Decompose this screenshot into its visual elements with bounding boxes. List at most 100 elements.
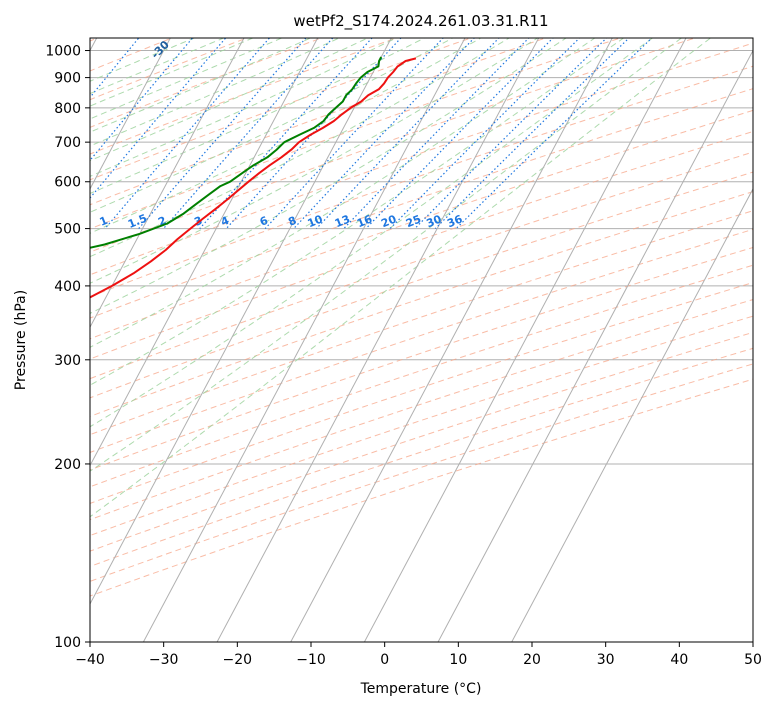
mixing-ratio-label: 25: [404, 212, 423, 230]
isotherm: [90, 38, 319, 467]
y-tick-label: 100: [54, 635, 81, 651]
dry-adiabat: [90, 151, 753, 380]
dry-adiabat: [90, 246, 753, 471]
mixing-ratio-line: [455, 38, 653, 230]
x-tick-label: −10: [296, 652, 326, 668]
dry-adiabat: [90, 38, 249, 101]
dry-adiabat: [90, 228, 753, 453]
dry-adiabat: [90, 210, 753, 436]
x-tick-label: −40: [75, 652, 105, 668]
isotherm: [90, 38, 171, 190]
dry-adiabat: [90, 282, 753, 504]
profiles: [90, 56, 417, 299]
mixing-ratio-label: 6: [258, 214, 270, 229]
dry-adiabat: [90, 378, 753, 597]
y-tick-label: 800: [54, 101, 81, 117]
moist-adiabat: [90, 38, 654, 428]
mixing-ratio-label: 10: [306, 212, 325, 230]
mixing-ratio-line: [225, 38, 402, 230]
mixing-ratio-line: [104, 38, 271, 229]
y-tick-label: 1000: [45, 44, 81, 60]
dry-adiabat: [90, 38, 697, 253]
mixing-ratio-label: 1: [98, 214, 110, 229]
y-tick-label: 200: [54, 457, 81, 473]
mixing-ratio-line: [163, 38, 334, 229]
isotherm: [363, 38, 687, 642]
background-lines: [90, 38, 753, 642]
dry-adiabat: [90, 109, 753, 340]
mixing-ratio-label: 4: [219, 214, 231, 229]
dry-adiabat: [90, 347, 753, 567]
x-tick-label: 0: [380, 652, 389, 668]
dry-adiabat: [90, 38, 548, 206]
temperature-profile: [90, 57, 417, 299]
mixing-ratio-line: [343, 38, 530, 230]
y-tick-label: 700: [54, 135, 81, 151]
moist-adiabat: [90, 38, 683, 472]
isotherm: [216, 38, 540, 642]
mixing-ratio-line: [264, 38, 444, 230]
moist-adiabat: [90, 38, 625, 386]
mixing-ratio-label: 0.4: [21, 212, 44, 231]
plot-frame: [89, 37, 754, 643]
isotherm: [90, 38, 392, 605]
line-labels: 0.10.20.40.611.52346810131620253036-100-…: [21, 38, 465, 231]
y-tick-label: 400: [54, 279, 81, 295]
isotherm: [90, 38, 245, 329]
moist-adiabat: [90, 38, 482, 234]
dry-adiabat: [90, 38, 473, 181]
dry-adiabat: [90, 42, 753, 276]
x-tick-label: −30: [149, 652, 179, 668]
y-tick-label: 900: [54, 71, 81, 87]
chart-title: wetPf2_S174.2024.261.03.31.R11: [293, 12, 548, 31]
isotherm: [142, 38, 466, 642]
x-tick-label: 30: [597, 652, 615, 668]
moist-adiabat: [90, 38, 539, 284]
dry-adiabat: [90, 171, 753, 399]
moist-adiabat: [90, 38, 341, 147]
mixing-ratio-label: 20: [379, 212, 398, 230]
x-axis: −40 −30 −20 −10 0 10 20 30 40 50: [75, 642, 762, 668]
mixing-ratio-line: [138, 38, 307, 229]
moist-adiabat: [90, 38, 568, 314]
dry-adiabat: [90, 363, 753, 582]
mixing-ratio-line: [414, 38, 608, 230]
x-tick-label: −20: [223, 652, 253, 668]
moist-adiabat: [90, 38, 596, 348]
isotherm: [511, 187, 753, 642]
dry-adiabat: [90, 191, 753, 417]
x-tick-label: 20: [523, 652, 541, 668]
isotherm: [290, 38, 613, 642]
dry-adiabat: [90, 264, 753, 488]
mixing-ratio-line: [90, 38, 227, 199]
dewpoint-profile: [90, 56, 383, 249]
x-tick-label: 40: [670, 652, 688, 668]
mixing-ratio-line: [293, 38, 476, 230]
dry-adiabat: [90, 315, 753, 537]
isotherm-label: -40: [30, 122, 53, 145]
mixing-ratio-line: [365, 38, 554, 230]
y-tick-label: 500: [54, 222, 81, 238]
isotherm: [437, 49, 753, 642]
mixing-ratio-line: [389, 38, 581, 230]
moist-adiabat: [90, 38, 225, 95]
moist-adiabat: [90, 38, 454, 213]
moist-adiabat: [90, 38, 196, 82]
mixing-ratio-line: [315, 38, 500, 230]
dry-adiabat: [90, 331, 753, 552]
mixing-ratio-line: [199, 38, 373, 229]
mixing-ratio-label: 30: [424, 212, 443, 230]
y-axis: 1000 900 800 700 600 500 400 300 200 100: [45, 44, 90, 651]
x-tick-label: 10: [449, 652, 467, 668]
mixing-ratio-label: 8: [286, 214, 298, 229]
moist-adiabat: [90, 38, 369, 162]
dry-adiabat: [90, 38, 398, 155]
mixing-ratio-label: 16: [355, 212, 374, 230]
moist-adiabat: [90, 38, 511, 258]
dry-adiabat: [90, 130, 753, 360]
y-tick-label: 600: [54, 175, 81, 191]
x-tick-label: 50: [744, 652, 762, 668]
mixing-ratio-label: 13: [333, 212, 352, 230]
dry-adiabat: [90, 65, 753, 298]
